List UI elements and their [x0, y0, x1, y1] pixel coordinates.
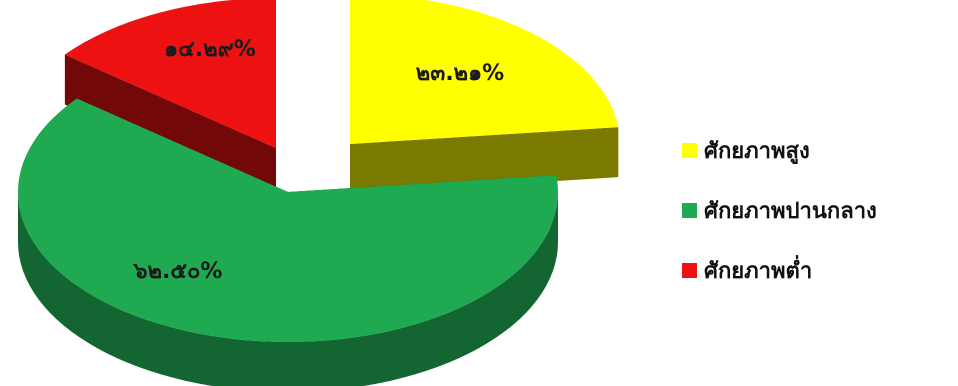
legend-label-medium: ศักยภาพปานกลาง	[704, 198, 877, 224]
pie-slice-medium-top	[17, 98, 559, 342]
data-label-high: ๒๓.๒๑%	[416, 61, 504, 86]
pie-slice-high-top	[350, 0, 619, 144]
pie-slice-low-top	[64, 0, 276, 148]
pie-slice-high	[350, 0, 619, 194]
legend-swatch-low	[682, 262, 697, 278]
pie-slice-low	[64, 0, 277, 198]
pie-slice-low-side-0	[64, 54, 277, 198]
pie-slice-medium-rim-0	[18, 192, 558, 386]
legend-swatch-medium	[682, 202, 697, 218]
legend-swatch-high	[682, 142, 697, 158]
legend-item-medium: ศักยภาพปานกลาง	[682, 180, 877, 240]
pie-data-labels: ๒๓.๒๑% ๖๒.๕๐% ๑๔.๒๙%	[133, 37, 505, 284]
legend: ศักยภาพสูง ศักยภาพปานกลาง ศักยภาพต่ำ	[682, 120, 877, 300]
data-label-low: ๑๔.๒๙%	[164, 37, 256, 62]
legend-label-low: ศักยภาพต่ำ	[704, 258, 813, 284]
legend-item-low: ศักยภาพต่ำ	[682, 240, 877, 300]
legend-item-high: ศักยภาพสูง	[682, 120, 877, 180]
data-label-medium: ๖๒.๕๐%	[133, 259, 223, 284]
legend-label-high: ศักยภาพสูง	[704, 138, 810, 164]
pie-slices	[17, 0, 619, 386]
pie-slice-medium	[17, 98, 559, 386]
